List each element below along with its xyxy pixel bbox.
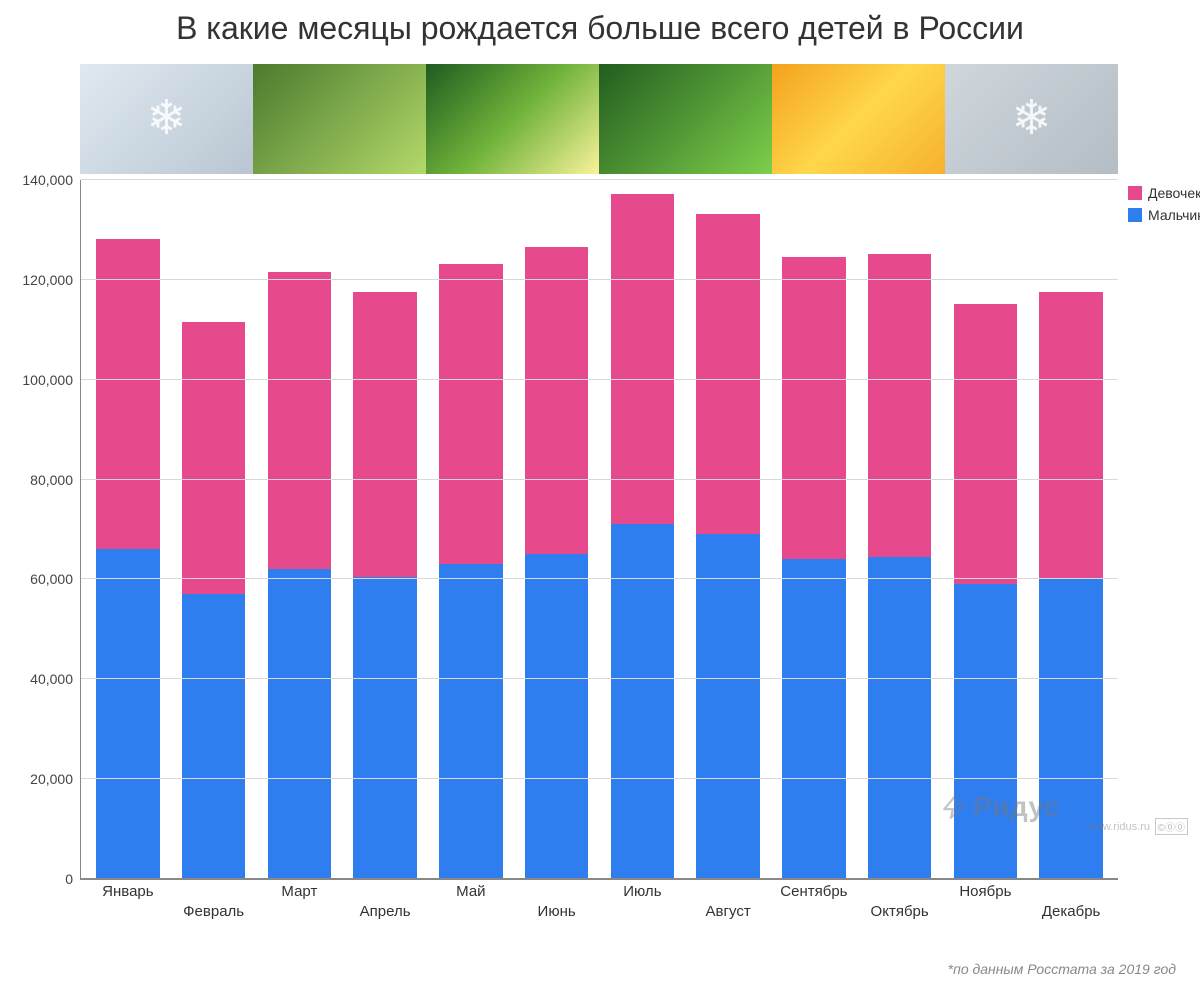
bar-slot: Апрель (342, 180, 428, 879)
bar (525, 247, 588, 880)
legend: Девочек Мальчиков (1128, 185, 1200, 229)
season-autumn (772, 64, 945, 174)
bar-slot: Январь (85, 180, 171, 879)
gridline: 40,000 (81, 678, 1118, 679)
y-tick-label: 20,000 (30, 771, 73, 787)
legend-item-boys: Мальчиков (1128, 207, 1200, 223)
x-tick-label: Сентябрь (780, 883, 847, 900)
x-tick-label: Апрель (360, 903, 411, 920)
y-tick-label: 100,000 (22, 372, 73, 388)
gridline: 120,000 (81, 279, 1118, 280)
gridline: 20,000 (81, 778, 1118, 779)
x-tick-label: Ноябрь (959, 883, 1011, 900)
y-tick-label: 40,000 (30, 671, 73, 687)
bar-segment-girls (96, 239, 159, 549)
bar-segment-boys (439, 564, 502, 879)
season-winter-2 (945, 64, 1118, 174)
legend-swatch-girls (1128, 186, 1142, 200)
x-tick-label: Февраль (183, 903, 244, 920)
x-tick-label: Декабрь (1042, 903, 1100, 920)
bar-slot: Декабрь (1028, 180, 1114, 879)
legend-label-girls: Девочек (1148, 185, 1200, 201)
bar-segment-boys (96, 549, 159, 879)
legend-item-girls: Девочек (1128, 185, 1200, 201)
bar-segment-boys (954, 584, 1017, 879)
bar-segment-girls (353, 292, 416, 577)
bar-segment-girls (439, 264, 502, 564)
bar-segment-girls (696, 214, 759, 534)
bar-segment-boys (268, 569, 331, 879)
x-tick-label: Январь (102, 883, 153, 900)
bar-slot: Июнь (514, 180, 600, 879)
bar-segment-boys (182, 594, 245, 879)
gridline: 80,000 (81, 479, 1118, 480)
legend-label-boys: Мальчиков (1148, 207, 1200, 223)
bar (696, 214, 759, 879)
bar-segment-girls (868, 254, 931, 557)
y-tick-label: 0 (65, 871, 73, 887)
bar-slot: Август (685, 180, 771, 879)
bar-segment-boys (696, 534, 759, 879)
bar-segment-boys (1039, 579, 1102, 879)
y-tick-label: 80,000 (30, 472, 73, 488)
bar-segment-boys (353, 577, 416, 880)
gridline: 0 (81, 878, 1118, 879)
bar-slot: Ноябрь (943, 180, 1029, 879)
x-tick-label: Август (706, 903, 751, 920)
footnote: *по данным Росстата за 2019 год (948, 961, 1176, 977)
x-tick-label: Октябрь (871, 903, 929, 920)
bar-segment-girls (611, 194, 674, 524)
bar (611, 194, 674, 879)
bars-group: ЯнварьФевральМартАпрельМайИюньИюльАвгуст… (81, 180, 1118, 879)
bar-segment-boys (868, 557, 931, 880)
bar-slot: Июль (600, 180, 686, 879)
gridline: 140,000 (81, 179, 1118, 180)
bar (96, 239, 159, 879)
y-tick-label: 120,000 (22, 272, 73, 288)
season-summer (599, 64, 772, 174)
plot-area: ЯнварьФевральМартАпрельМайИюньИюльАвгуст… (80, 180, 1118, 880)
bar-segment-girls (1039, 292, 1102, 580)
bar (268, 272, 331, 880)
bar (954, 304, 1017, 879)
chart-title: В какие месяцы рождается больше всего де… (0, 10, 1200, 47)
bar-segment-girls (954, 304, 1017, 584)
plot-inner: ЯнварьФевральМартАпрельМайИюньИюльАвгуст… (80, 180, 1118, 880)
gridline: 100,000 (81, 379, 1118, 380)
bar-slot: Февраль (171, 180, 257, 879)
season-spring (253, 64, 426, 174)
gridline: 60,000 (81, 578, 1118, 579)
bar-segment-girls (182, 322, 245, 595)
bar-segment-boys (611, 524, 674, 879)
bar (782, 257, 845, 880)
bar-segment-boys (525, 554, 588, 879)
bar-segment-girls (782, 257, 845, 560)
bar-segment-girls (525, 247, 588, 555)
bar-segment-girls (268, 272, 331, 570)
y-tick-label: 140,000 (22, 172, 73, 188)
bar-slot: Октябрь (857, 180, 943, 879)
bar (182, 322, 245, 880)
bar-slot: Май (428, 180, 514, 879)
bar-segment-boys (782, 559, 845, 879)
x-tick-label: Май (456, 883, 485, 900)
bar-slot: Сентябрь (771, 180, 857, 879)
bar (439, 264, 502, 879)
x-tick-label: Июль (623, 883, 661, 900)
bar (868, 254, 931, 879)
season-strip (80, 64, 1118, 174)
cc-badge: ©⓪⓪ (1155, 818, 1188, 835)
x-tick-label: Июнь (538, 903, 576, 920)
season-winter-1 (80, 64, 253, 174)
chart-container: В какие месяцы рождается больше всего де… (0, 0, 1200, 983)
legend-swatch-boys (1128, 208, 1142, 222)
season-early-summer (426, 64, 599, 174)
x-tick-label: Март (281, 883, 317, 900)
bar-slot: Март (257, 180, 343, 879)
y-tick-label: 60,000 (30, 571, 73, 587)
